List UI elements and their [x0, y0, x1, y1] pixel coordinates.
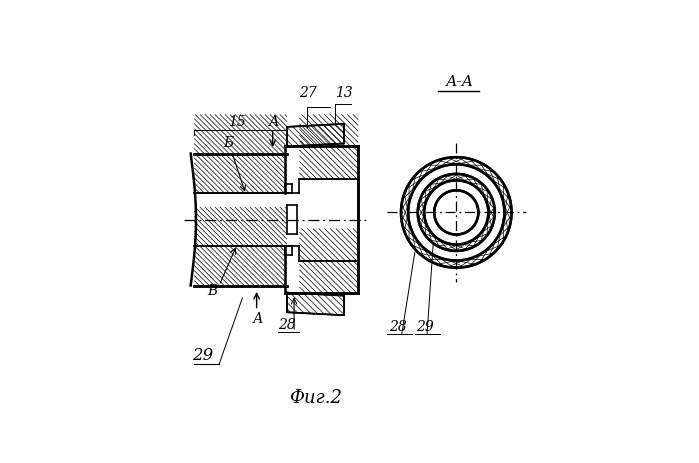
Text: 13: 13 [335, 86, 353, 100]
PathPatch shape [287, 124, 344, 146]
Text: В: В [207, 284, 217, 298]
Text: 27: 27 [299, 86, 317, 100]
Text: Фиг.2: Фиг.2 [289, 389, 342, 407]
Text: А: А [253, 313, 264, 326]
Text: 28: 28 [278, 318, 296, 332]
Text: Б: Б [223, 136, 233, 150]
Text: 29: 29 [192, 346, 214, 363]
Text: 15: 15 [228, 114, 246, 129]
Text: А-А: А-А [446, 75, 474, 89]
Text: 29: 29 [417, 319, 434, 333]
Text: А: А [269, 114, 280, 129]
PathPatch shape [287, 293, 344, 315]
Text: 28: 28 [389, 319, 407, 333]
